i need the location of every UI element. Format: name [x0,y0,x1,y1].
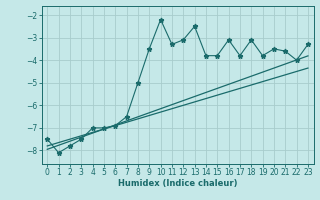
X-axis label: Humidex (Indice chaleur): Humidex (Indice chaleur) [118,179,237,188]
